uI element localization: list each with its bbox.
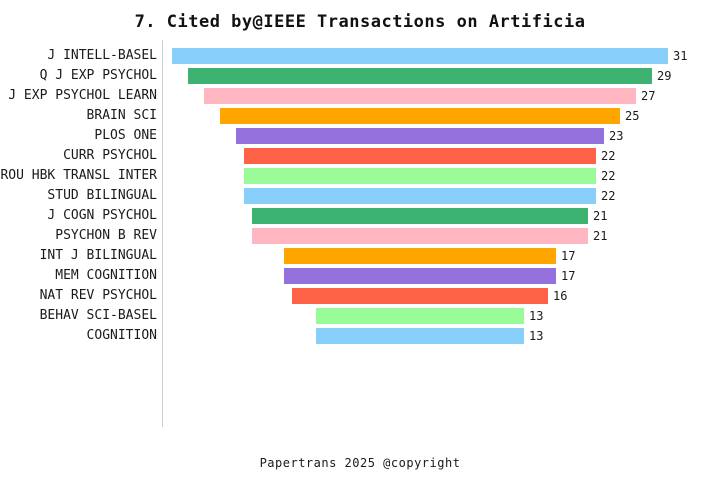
category-label: PLOS ONE bbox=[94, 128, 157, 143]
category-label: J COGN PSYCHOL bbox=[47, 208, 157, 223]
category-label: ROU HBK TRANSL INTER bbox=[0, 168, 157, 183]
value-label: 29 bbox=[657, 69, 672, 83]
bar bbox=[316, 328, 524, 344]
category-label: COGNITION bbox=[86, 328, 157, 343]
value-label: 22 bbox=[601, 189, 616, 203]
value-label: 23 bbox=[609, 129, 624, 143]
bar bbox=[252, 208, 588, 224]
category-label: MEM COGNITION bbox=[55, 268, 157, 283]
bar bbox=[292, 288, 548, 304]
value-label: 27 bbox=[641, 89, 656, 103]
category-label: J EXP PSYCHOL LEARN bbox=[8, 88, 157, 103]
bar bbox=[284, 268, 556, 284]
category-label: Q J EXP PSYCHOL bbox=[39, 68, 157, 83]
value-label: 21 bbox=[593, 229, 608, 243]
value-label: 21 bbox=[593, 209, 608, 223]
value-label: 17 bbox=[561, 249, 576, 263]
bar bbox=[188, 68, 652, 84]
category-label: PSYCHON B REV bbox=[55, 228, 157, 243]
category-label: STUD BILINGUAL bbox=[47, 188, 157, 203]
category-label: CURR PSYCHOL bbox=[63, 148, 157, 163]
bar bbox=[236, 128, 604, 144]
bar bbox=[244, 168, 596, 184]
category-label: BRAIN SCI bbox=[86, 108, 157, 123]
value-label: 17 bbox=[561, 269, 576, 283]
value-label: 22 bbox=[601, 169, 616, 183]
bar bbox=[172, 48, 668, 64]
bar bbox=[204, 88, 636, 104]
value-label: 22 bbox=[601, 149, 616, 163]
value-label: 25 bbox=[625, 109, 640, 123]
bar bbox=[252, 228, 588, 244]
chart-title: 7. Cited by@IEEE Transactions on Artific… bbox=[134, 12, 586, 32]
bar bbox=[244, 188, 596, 204]
value-label: 31 bbox=[673, 49, 688, 63]
copyright-footer: Papertrans 2025 @copyright bbox=[259, 456, 461, 470]
value-label: 16 bbox=[553, 289, 568, 303]
category-label: J INTELL-BASEL bbox=[47, 48, 157, 63]
y-axis-line bbox=[162, 40, 163, 427]
category-label: BEHAV SCI-BASEL bbox=[39, 308, 157, 323]
bar bbox=[244, 148, 596, 164]
value-label: 13 bbox=[529, 309, 544, 323]
value-label: 13 bbox=[529, 329, 544, 343]
category-label: INT J BILINGUAL bbox=[39, 248, 157, 263]
bar bbox=[220, 108, 620, 124]
bar bbox=[284, 248, 556, 264]
bar bbox=[316, 308, 524, 324]
category-label: NAT REV PSYCHOL bbox=[39, 288, 157, 303]
